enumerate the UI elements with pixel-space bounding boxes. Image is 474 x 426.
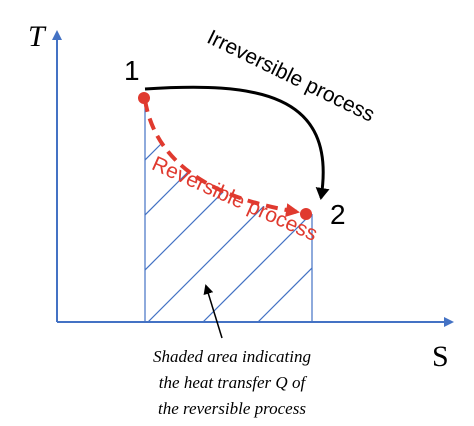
point-label: 2 bbox=[330, 199, 346, 230]
annotation-arrow bbox=[203, 284, 223, 339]
reversible-path bbox=[143, 99, 300, 218]
point-label: 1 bbox=[124, 55, 140, 86]
state-point bbox=[300, 208, 312, 220]
irreversible-label: Irreversible process bbox=[203, 26, 378, 127]
reversible-label: Reversible process bbox=[148, 152, 320, 246]
x-axis-label: S bbox=[432, 340, 449, 373]
annotation-line: the reversible process bbox=[158, 399, 306, 418]
state-point bbox=[138, 92, 150, 104]
y-axis-label: T bbox=[28, 20, 47, 53]
annotation-line: Shaded area indicating bbox=[153, 347, 311, 366]
annotation: Shaded area indicating the heat transfer… bbox=[153, 347, 311, 418]
annotation-line: the heat transfer Q of bbox=[159, 373, 308, 392]
irreversible-path bbox=[144, 85, 330, 200]
hatched-area bbox=[145, 139, 312, 322]
